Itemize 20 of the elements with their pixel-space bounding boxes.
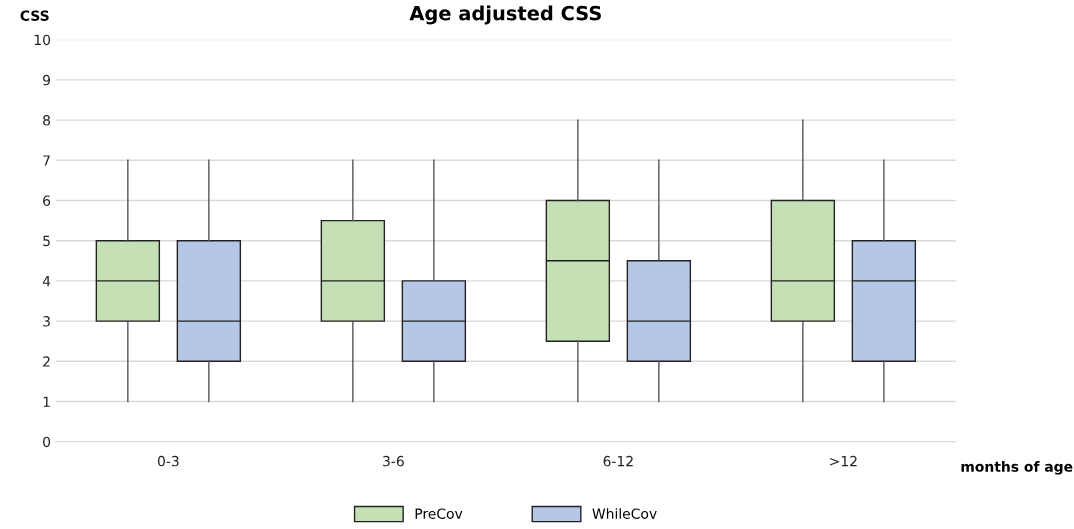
x-tick-label: 0-3 xyxy=(157,455,179,467)
y-tick-label: 6 xyxy=(43,195,51,206)
y-tick-label: 2 xyxy=(43,356,50,367)
y-tick-label: 5 xyxy=(43,235,50,247)
x-tick-label: >12 xyxy=(830,455,857,467)
y-tick-label: 0 xyxy=(43,436,51,448)
legend-label: WhileCov xyxy=(592,508,657,519)
y-tick-label: 10 xyxy=(34,34,51,46)
x-axis-title: months of age xyxy=(961,461,1073,475)
y-tick-label: 1 xyxy=(43,396,50,407)
y-tick-label: 3 xyxy=(43,316,50,327)
legend-label: PreCov xyxy=(415,508,463,519)
y-tick-label: 4 xyxy=(42,276,51,287)
chart-title: Age adjusted CSS xyxy=(409,5,601,25)
y-axis-title: CSS xyxy=(20,10,49,21)
y-tick-label: 8 xyxy=(43,115,51,126)
y-tick-label: 7 xyxy=(43,155,50,166)
x-tick-label: 6-12 xyxy=(603,455,633,467)
x-tick-label: 3-6 xyxy=(383,455,404,467)
y-tick-label: 9 xyxy=(43,74,51,86)
